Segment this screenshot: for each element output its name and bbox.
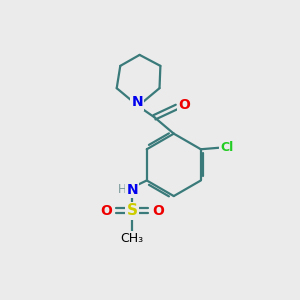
Text: H: H (117, 184, 126, 196)
Text: O: O (178, 98, 190, 112)
Text: N: N (131, 95, 143, 110)
Text: O: O (100, 204, 112, 218)
Text: CH₃: CH₃ (121, 232, 144, 245)
Text: S: S (127, 203, 138, 218)
Text: N: N (126, 183, 138, 197)
Text: O: O (152, 204, 164, 218)
Text: Cl: Cl (220, 141, 233, 154)
